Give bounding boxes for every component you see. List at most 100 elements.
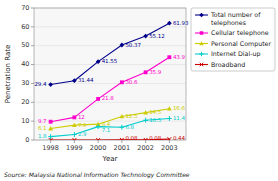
series-marker [96, 59, 101, 64]
series-marker [48, 82, 53, 87]
data-label: 1.8 [38, 133, 47, 139]
series-marker [143, 118, 148, 123]
plot-marks [48, 21, 172, 140]
legend-marker [199, 13, 203, 17]
x-axis-label: Year [102, 155, 118, 163]
legend-label: Cellular telephone [211, 29, 269, 37]
series-marker [167, 21, 172, 26]
data-label: 12.5 [125, 113, 138, 119]
data-label: 31.44 [78, 77, 94, 83]
data-label: 10.5 [149, 117, 162, 123]
source-note: Source: Malaysia National Information Te… [4, 171, 190, 179]
data-label: 41.55 [102, 58, 118, 64]
series-marker [120, 138, 124, 140]
series-marker [167, 116, 172, 121]
series-marker [72, 132, 77, 137]
data-label: 21.8 [102, 95, 115, 101]
y-tick [31, 64, 34, 65]
data-label: 35.9 [149, 69, 162, 75]
series-marker [49, 138, 53, 140]
series-marker [167, 106, 172, 110]
data-label: 9.7 [38, 118, 47, 124]
series-marker [143, 110, 148, 114]
series-marker [48, 126, 53, 130]
y-tick-label: 10 [21, 117, 29, 125]
data-label: 6.1 [38, 125, 47, 131]
data-label: 16.6 [173, 105, 186, 111]
legend-label-line: telephones [211, 18, 246, 26]
legend-box [191, 8, 275, 71]
y-axis-label: Penetration Rate [4, 45, 12, 104]
series-line [51, 57, 170, 121]
grid-line [34, 64, 186, 65]
series-marker [167, 137, 171, 140]
legend-label: Total number oftelephones [210, 11, 261, 27]
y-tick-label: 50 [21, 41, 29, 49]
plot-background [34, 8, 186, 140]
data-label: 50.37 [125, 42, 141, 48]
y-tick [31, 26, 34, 27]
legend-label: Internet Dial-up [211, 50, 260, 58]
legend-label-line: Personal Computer [211, 39, 271, 47]
legend-label-line: Broadband [211, 60, 245, 67]
data-label: 6.8 [125, 124, 134, 130]
x-tick-label: 2002 [137, 144, 154, 152]
y-tick [31, 102, 34, 103]
legend-label-line: Cellular telephone [211, 29, 269, 37]
grid-line [34, 45, 186, 46]
legend-marker [199, 52, 203, 56]
data-label: 0.08 [149, 135, 162, 141]
data-label: 0.44 [173, 135, 186, 141]
legend-label: Broadband [211, 60, 245, 67]
plot-frame [34, 8, 186, 140]
series-marker [96, 124, 101, 129]
data-label: 0.08 [125, 135, 138, 141]
y-tick-label: 30 [21, 79, 29, 87]
legend-label-line: Internet Dial-up [211, 50, 260, 58]
series-line [51, 23, 170, 84]
series-marker [49, 120, 53, 124]
y-tick [31, 140, 34, 141]
series-marker [144, 70, 148, 74]
y-tick-label: 40 [21, 60, 29, 68]
grid-line [34, 102, 186, 103]
series-marker [96, 97, 100, 101]
series-marker [72, 78, 77, 83]
data-label: 55.12 [149, 33, 165, 39]
series-marker [72, 138, 76, 140]
series-marker [72, 123, 77, 127]
data-label: 7.1 [102, 127, 111, 133]
x-tick-label: 2003 [161, 144, 178, 152]
y-tick-label: 0 [25, 136, 29, 144]
legend-marker [199, 41, 203, 45]
y-tick [31, 121, 34, 122]
data-label: 29.4 [34, 81, 47, 87]
data-label: 12 [78, 114, 85, 120]
series-marker [119, 125, 124, 130]
data-label: 61.93 [173, 20, 189, 26]
y-tick [31, 8, 34, 9]
series-marker [72, 115, 76, 119]
x-tick-label: 2001 [114, 144, 131, 152]
data-label: 43.9 [173, 54, 186, 60]
legend-label-line: Total number of [210, 11, 261, 18]
series-marker [119, 114, 124, 118]
data-label: 14.5 [149, 109, 162, 115]
legend-marker [200, 31, 204, 35]
series-marker [144, 138, 148, 140]
y-tick-label: 70 [21, 4, 29, 12]
x-tick-label: 2000 [90, 144, 107, 152]
y-tick-label: 20 [21, 98, 29, 106]
data-label: 7.9 [78, 122, 87, 128]
x-tick-label: 1998 [42, 144, 59, 152]
y-tick [31, 45, 34, 46]
data-label: 2.9 [78, 131, 87, 137]
series-marker [96, 138, 100, 140]
series-marker [167, 55, 171, 59]
x-tick-label: 1999 [66, 144, 83, 152]
legend: Total number oftelephones Cellular teleph… [191, 8, 275, 71]
series-marker [120, 80, 124, 84]
y-tick-label: 60 [21, 23, 29, 31]
data-label: 30.6 [125, 79, 138, 85]
legend-label: Personal Computer [211, 39, 271, 47]
